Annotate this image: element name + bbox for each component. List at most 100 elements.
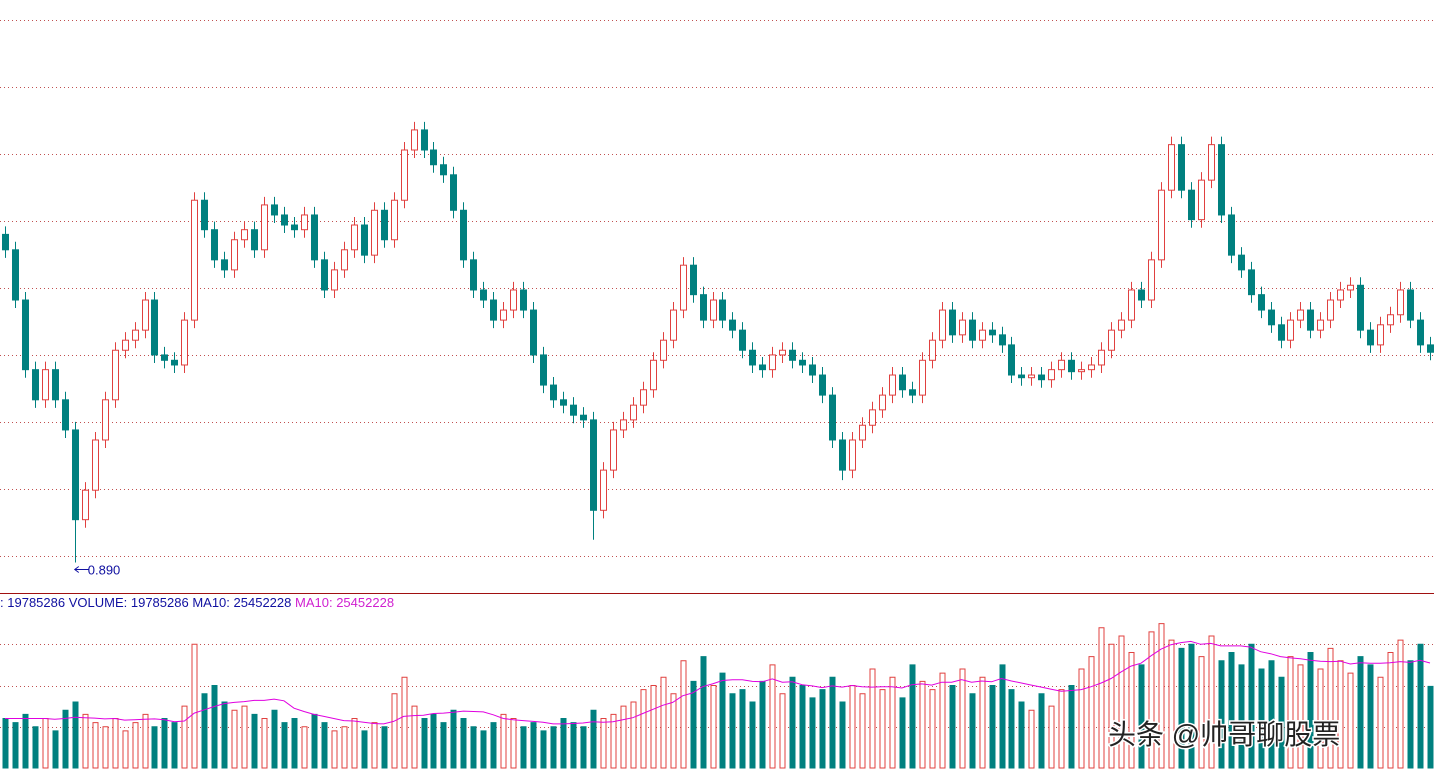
candle-body	[401, 149, 408, 201]
candle-body	[510, 289, 517, 311]
volume-bar	[700, 656, 707, 769]
volume-bar	[331, 730, 338, 769]
volume-bar	[12, 722, 19, 769]
candle-body	[1188, 189, 1195, 221]
volume-bar	[411, 705, 418, 769]
volume-bar	[1347, 672, 1354, 769]
candle-body	[939, 309, 946, 341]
candle-body	[52, 369, 59, 401]
candle-body	[520, 289, 527, 311]
candle-body	[1307, 309, 1314, 331]
volume-bar	[550, 726, 557, 769]
volume-bar	[1198, 656, 1205, 769]
volume-bar	[301, 726, 308, 769]
candle-body	[1367, 329, 1374, 346]
volume-bar	[729, 693, 736, 769]
candle-body	[680, 264, 687, 311]
volume-bar	[1118, 635, 1125, 769]
ma10-line	[5, 640, 1431, 725]
candle-body	[122, 339, 129, 351]
candle-body	[580, 414, 587, 421]
candle-body	[1317, 319, 1324, 331]
volume-bar	[670, 693, 677, 769]
legend-value: 25452228	[336, 595, 394, 610]
volume-bar	[819, 689, 826, 769]
volume-bar	[371, 722, 378, 769]
volume-bar	[779, 693, 786, 769]
volume-bar	[500, 713, 507, 769]
candle-body	[759, 364, 766, 371]
volume-bar	[231, 709, 238, 769]
candle-body	[1218, 144, 1225, 216]
candle-body	[132, 329, 139, 341]
volume-bar	[440, 722, 447, 769]
volume-bar	[1317, 668, 1324, 769]
volume-bar	[1138, 664, 1145, 769]
candle-body	[1278, 324, 1285, 341]
volume-bar	[72, 701, 79, 769]
candle-body	[1208, 144, 1215, 181]
candle-body	[819, 374, 826, 396]
volume-bar	[241, 705, 248, 769]
candle-body	[1427, 344, 1434, 353]
candle-body	[809, 364, 816, 376]
candle-body	[341, 249, 348, 271]
candle-body	[1088, 364, 1095, 371]
volume-bar	[570, 722, 577, 769]
candle-body	[42, 369, 49, 401]
volume-bar	[321, 722, 328, 769]
volume-bar	[540, 730, 547, 769]
candle-body	[430, 149, 437, 166]
volume-bar	[999, 664, 1006, 769]
volume-bar	[191, 643, 198, 769]
candle-body	[1407, 289, 1414, 321]
candle-body	[729, 319, 736, 331]
volume-bar	[749, 701, 756, 769]
candle-body	[530, 309, 537, 356]
legend-label: VOLUME:	[69, 595, 128, 610]
candle-body	[929, 339, 936, 361]
volume-bar	[889, 676, 896, 769]
volume-bar	[799, 685, 806, 769]
candle-body	[979, 329, 986, 341]
volume-bar	[421, 718, 428, 769]
candle-body	[460, 209, 467, 261]
volume-bar	[112, 718, 119, 769]
low-arrow	[73, 566, 89, 573]
candle-body	[799, 359, 806, 366]
candle-body	[142, 299, 149, 331]
volume-bar	[251, 713, 258, 769]
candle-body	[949, 309, 956, 336]
candle-body	[899, 374, 906, 391]
volume-bar	[82, 713, 89, 769]
candle-body	[1357, 284, 1364, 331]
candle-body	[1108, 329, 1115, 351]
candle-body	[739, 329, 746, 351]
volume-bar	[710, 685, 717, 769]
volume-bar	[351, 718, 358, 769]
volume-bar	[530, 722, 537, 769]
candle-body	[1198, 179, 1205, 221]
volume-bar	[1407, 660, 1414, 769]
volume-bar	[789, 676, 796, 769]
volume-bar	[271, 709, 278, 769]
volume-bar	[849, 685, 856, 769]
candle-body	[690, 264, 697, 296]
volume-bar	[580, 726, 587, 769]
candle-body	[1158, 189, 1165, 261]
volume-bar	[1078, 668, 1085, 769]
volume-bar	[1327, 647, 1334, 769]
candle-body	[700, 294, 707, 321]
volume-bar	[969, 693, 976, 769]
volume-bar	[341, 726, 348, 769]
volume-bar	[1178, 647, 1185, 769]
volume-bar	[161, 718, 168, 769]
volume-bar	[1158, 623, 1165, 769]
candle-body	[371, 209, 378, 256]
candle-body	[381, 209, 388, 241]
volume-bar	[859, 693, 866, 769]
volume-bar	[1098, 627, 1105, 769]
candle-body	[590, 419, 597, 511]
price-panel: 0.890	[0, 20, 1434, 578]
